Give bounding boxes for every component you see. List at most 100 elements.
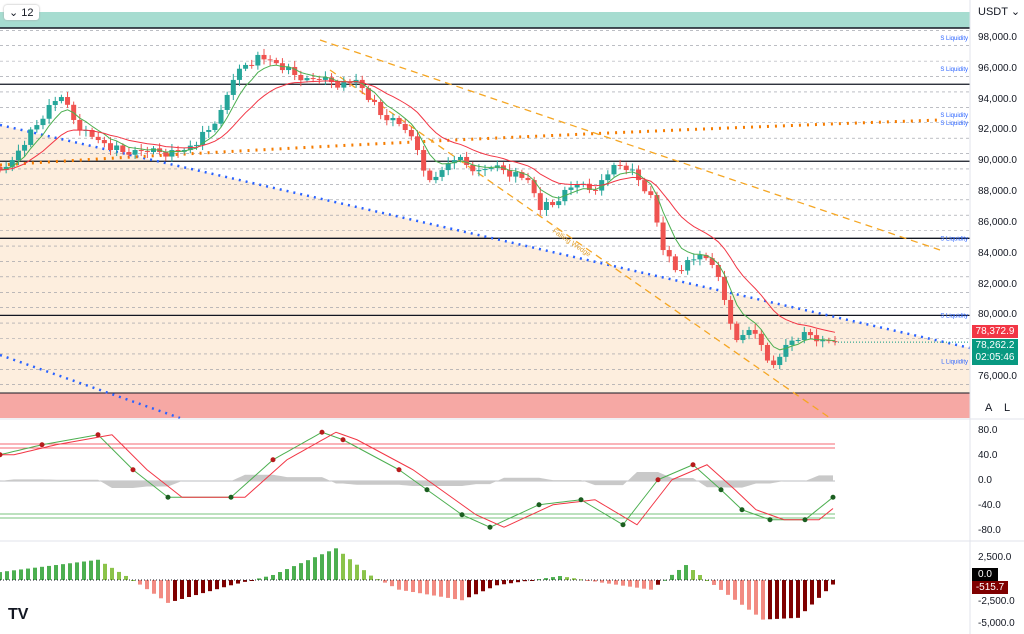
candle (537, 193, 543, 210)
candle (114, 145, 120, 151)
tradingview-logo: TV (8, 606, 29, 623)
candle (273, 60, 279, 64)
macd-bar (201, 580, 205, 594)
candle (249, 64, 255, 66)
cross-marker (655, 477, 661, 483)
candle (212, 123, 218, 130)
macd-bar (761, 580, 765, 620)
price-tick: 88,000.0 (978, 186, 1017, 198)
candle (586, 183, 592, 190)
macd-bar (684, 565, 688, 580)
candle (439, 170, 445, 177)
price-tick: 86,000.0 (978, 216, 1017, 228)
macd-bar (82, 561, 86, 580)
candle (341, 82, 347, 88)
candle (728, 299, 734, 324)
macd-bar (159, 580, 163, 599)
macd-bar (565, 577, 569, 580)
candle (629, 169, 635, 171)
currency-selector[interactable]: USDT ⌄ (978, 5, 1021, 18)
macd-bar (642, 580, 646, 589)
candle (200, 131, 206, 145)
candle (144, 151, 150, 153)
cross-marker (340, 437, 346, 443)
macd-bar (390, 580, 394, 587)
candle (77, 119, 83, 131)
candle (464, 156, 470, 165)
macd-bar (26, 568, 30, 580)
macd-bar (460, 580, 464, 601)
osc-tick: 40.0 (978, 450, 998, 461)
macd-bar (411, 580, 415, 593)
macd-bar (803, 580, 807, 612)
candle (685, 260, 691, 271)
osc-histogram (0, 472, 833, 488)
candle (169, 150, 175, 157)
candle (715, 264, 721, 277)
candle (138, 150, 144, 152)
macd-bar (754, 580, 758, 615)
macd-bar (33, 567, 37, 580)
macd-bar (215, 580, 219, 590)
macd-bar (698, 575, 702, 580)
macd-bar (299, 563, 303, 580)
log-scale-button[interactable]: L (1004, 402, 1011, 414)
auto-scale-button[interactable]: A (985, 402, 993, 414)
candle (230, 79, 236, 95)
macd-bar (271, 574, 275, 580)
candle (427, 170, 433, 181)
macd-bar (831, 580, 835, 585)
macd-bar (544, 578, 548, 580)
candle (28, 129, 34, 145)
macd-bar (320, 554, 324, 580)
osc-tick: -40.0 (978, 500, 1001, 511)
macd-bar (355, 564, 359, 580)
cross-marker (536, 502, 542, 508)
candle (163, 152, 169, 157)
candle (457, 156, 463, 161)
macd-bar (229, 580, 233, 586)
macd-bar (453, 580, 457, 600)
candle (304, 78, 310, 81)
macd-bar (768, 580, 772, 620)
macd-bar (12, 570, 16, 580)
candle (108, 143, 114, 151)
candle (286, 66, 292, 71)
candle (365, 88, 371, 100)
candle (218, 109, 224, 124)
macd-bar (47, 565, 51, 580)
candle (814, 335, 820, 342)
slow-ma-line (0, 80, 836, 333)
macd-bar (481, 580, 485, 592)
macd-bar (362, 570, 366, 580)
candle (89, 129, 95, 137)
candle (758, 333, 764, 345)
price-tick: 84,000.0 (978, 247, 1017, 259)
macd-bar (719, 580, 723, 590)
candle (593, 189, 599, 191)
macd-bar (796, 580, 800, 618)
interval-selector[interactable]: ⌄ 12 (4, 5, 39, 20)
macd-bar (467, 580, 471, 598)
macd-bar (61, 564, 65, 580)
candle (519, 172, 525, 178)
macd-bar (628, 580, 632, 587)
macd-bar (607, 580, 611, 584)
candle (359, 79, 365, 89)
liquidity-label: S Liquidity (940, 67, 968, 73)
chevron-down-icon: ⌄ (1010, 6, 1021, 18)
cross-marker (718, 487, 724, 493)
macd-bar (439, 580, 443, 597)
candle (721, 276, 727, 300)
candle (390, 117, 396, 121)
macd-bar (40, 566, 44, 580)
fast-ma-line (0, 64, 836, 351)
macd-bar (292, 566, 296, 580)
macd-tick: -2,500.0 (978, 596, 1015, 607)
macd-bar (677, 569, 681, 580)
candle (832, 341, 838, 343)
macd-bar (789, 580, 793, 619)
candle (347, 82, 353, 84)
macd-bar (89, 560, 93, 580)
